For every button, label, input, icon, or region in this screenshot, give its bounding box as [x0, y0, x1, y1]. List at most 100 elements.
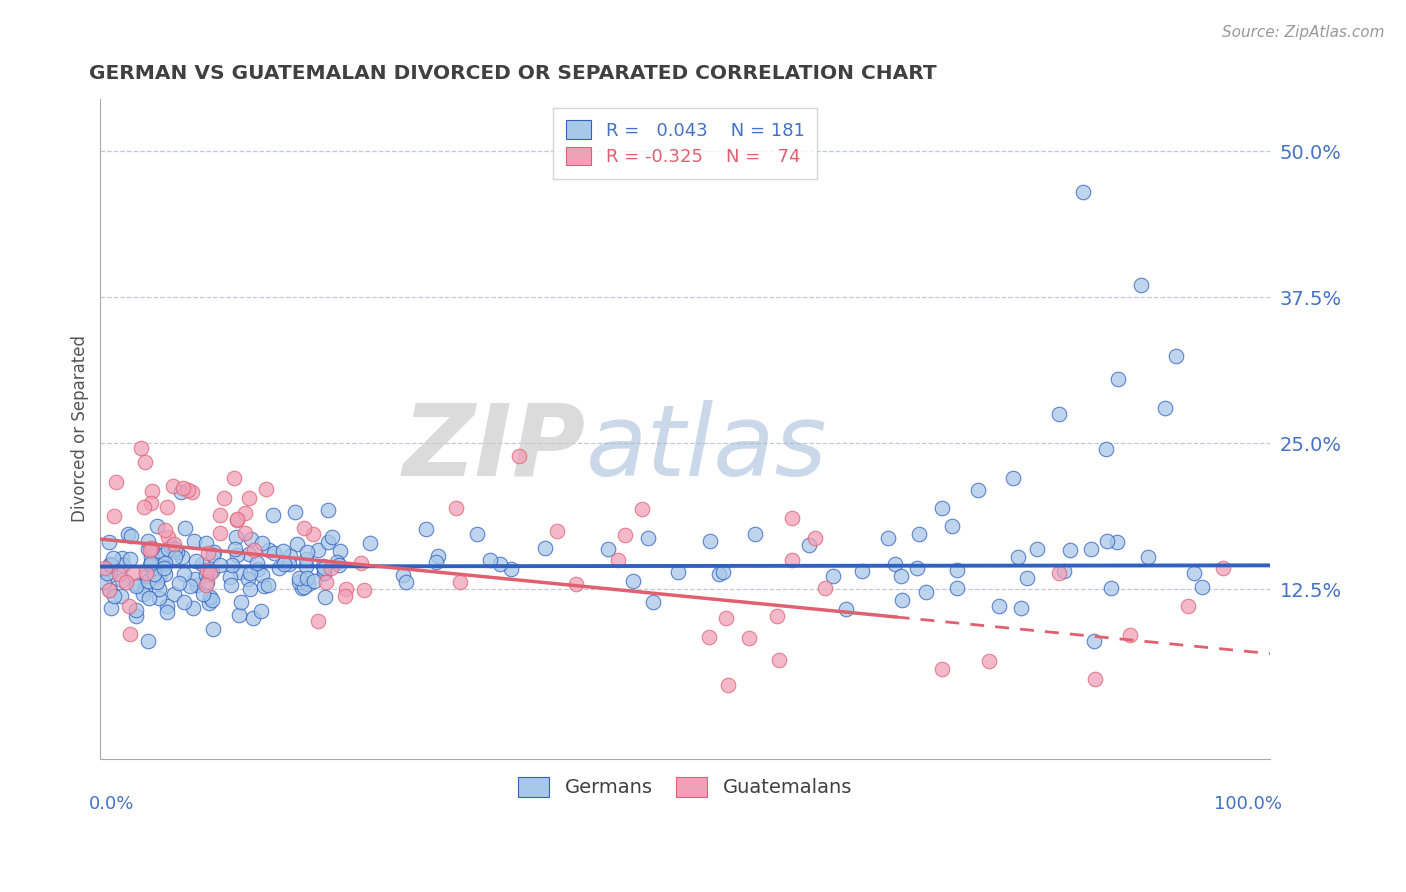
Point — [1010, 601, 1032, 615]
Point — [103, 589, 125, 603]
Point — [508, 450, 530, 464]
Point — [415, 523, 437, 537]
Point — [1107, 372, 1129, 386]
Point — [1026, 542, 1049, 557]
Point — [782, 511, 804, 525]
Point — [228, 608, 250, 623]
Point — [1212, 561, 1234, 575]
Point — [150, 549, 173, 563]
Point — [191, 557, 214, 571]
Point — [195, 563, 218, 577]
Point — [246, 562, 269, 576]
Point — [165, 550, 187, 565]
Point — [254, 482, 277, 496]
Point — [141, 549, 163, 564]
Point — [353, 583, 375, 598]
Point — [738, 631, 761, 645]
Point — [231, 595, 253, 609]
Point — [110, 589, 132, 603]
Point — [335, 582, 357, 596]
Point — [146, 519, 169, 533]
Point — [890, 568, 912, 582]
Point — [312, 558, 335, 573]
Point — [111, 551, 134, 566]
Point — [297, 577, 319, 591]
Point — [141, 496, 163, 510]
Point — [711, 565, 734, 579]
Point — [136, 634, 159, 648]
Point — [666, 565, 689, 579]
Point — [315, 574, 337, 589]
Point — [780, 553, 803, 567]
Point — [1053, 564, 1076, 578]
Point — [931, 662, 953, 676]
Point — [294, 580, 316, 594]
Point — [129, 442, 152, 456]
Point — [125, 609, 148, 624]
Point — [118, 552, 141, 566]
Point — [307, 614, 329, 628]
Point — [250, 604, 273, 618]
Point — [426, 549, 449, 563]
Point — [141, 541, 163, 555]
Point — [546, 524, 568, 538]
Point — [208, 508, 231, 522]
Point — [1007, 550, 1029, 565]
Point — [987, 599, 1010, 613]
Point — [226, 549, 249, 563]
Point — [284, 505, 307, 519]
Point — [135, 568, 157, 582]
Point — [257, 578, 280, 592]
Point — [238, 547, 260, 561]
Point — [94, 561, 117, 575]
Point — [285, 536, 308, 550]
Point — [915, 585, 938, 599]
Point — [233, 507, 256, 521]
Point — [631, 501, 654, 516]
Point — [1095, 533, 1118, 548]
Point — [273, 557, 295, 571]
Point — [202, 545, 225, 559]
Point — [155, 556, 177, 570]
Point — [138, 591, 160, 605]
Point — [120, 626, 142, 640]
Point — [804, 531, 827, 545]
Point — [946, 581, 969, 595]
Point — [238, 572, 260, 586]
Point — [125, 579, 148, 593]
Point — [98, 558, 121, 572]
Point — [1080, 542, 1102, 557]
Point — [110, 574, 132, 588]
Point — [170, 550, 193, 565]
Point — [292, 521, 315, 535]
Point — [243, 542, 266, 557]
Point — [103, 550, 125, 565]
Point — [295, 545, 318, 559]
Point — [253, 579, 276, 593]
Point — [163, 537, 186, 551]
Point — [139, 556, 162, 570]
Point — [744, 527, 766, 541]
Point — [183, 534, 205, 549]
Point — [501, 562, 523, 576]
Point — [979, 654, 1001, 668]
Point — [136, 541, 159, 556]
Point — [186, 554, 208, 568]
Point — [835, 602, 858, 616]
Text: 0.0%: 0.0% — [89, 795, 134, 814]
Point — [184, 572, 207, 586]
Y-axis label: Divorced or Separated: Divorced or Separated — [72, 335, 89, 522]
Point — [98, 582, 121, 597]
Point — [208, 558, 231, 573]
Point — [194, 536, 217, 550]
Point — [1137, 549, 1160, 564]
Point — [134, 581, 156, 595]
Point — [768, 653, 790, 667]
Point — [156, 599, 179, 613]
Point — [312, 566, 335, 580]
Point — [156, 605, 179, 619]
Point — [295, 558, 318, 573]
Point — [1166, 349, 1188, 363]
Point — [201, 564, 224, 578]
Point — [291, 582, 314, 596]
